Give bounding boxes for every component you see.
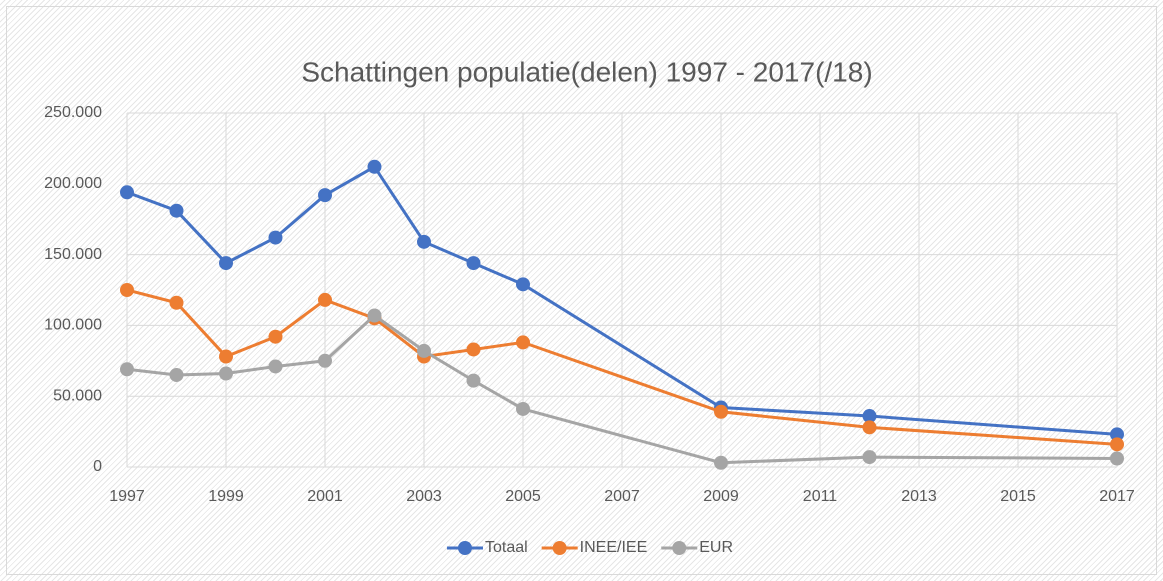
legend-label: EUR: [699, 539, 733, 556]
marker: [120, 185, 134, 200]
marker: [417, 234, 431, 249]
marker: [1110, 437, 1124, 452]
x-tick-label: 2011: [803, 488, 838, 505]
marker: [516, 335, 530, 350]
marker: [169, 367, 184, 382]
marker: [714, 404, 728, 419]
legend-marker: [672, 541, 687, 555]
x-tick-label: 2005: [505, 488, 541, 505]
chart-border: [6, 6, 1157, 575]
legend-label: Totaal: [485, 539, 528, 556]
marker: [714, 455, 728, 470]
y-tick-label: 150.000: [44, 246, 102, 263]
marker: [862, 409, 877, 424]
x-tick-label: 1999: [208, 488, 244, 505]
marker: [169, 203, 184, 218]
marker: [466, 342, 481, 357]
x-tick-label: 1997: [109, 488, 145, 505]
marker: [367, 308, 382, 323]
marker: [268, 230, 283, 245]
line: [126, 313, 1118, 465]
marker: [219, 256, 233, 271]
marker: [120, 283, 134, 297]
y-tick-label: 0: [93, 458, 102, 475]
y-tick-label: 100.000: [44, 317, 102, 334]
marker: [318, 292, 332, 307]
marker: [862, 420, 877, 435]
marker: [466, 373, 481, 388]
marker: [120, 362, 134, 377]
marker: [1110, 427, 1124, 442]
series: [120, 308, 1124, 470]
legend-label: INEE/IEE: [580, 539, 648, 556]
x-tick-label: 2013: [901, 488, 937, 505]
marker: [516, 401, 530, 416]
chart-title: Schattingen populatie(delen) 1997 - 2017…: [301, 56, 872, 87]
x-tick-label: 2017: [1099, 488, 1135, 505]
x-tick-label: 2001: [307, 488, 343, 505]
legend: Totaal INEE/IEE EUR: [446, 539, 733, 556]
marker: [1110, 451, 1124, 466]
marker: [516, 277, 530, 292]
marker: [268, 359, 283, 374]
y-tick-label: 200.000: [44, 175, 102, 192]
legend-marker: [552, 541, 567, 555]
line: [126, 164, 1118, 436]
line: [126, 288, 1118, 446]
marker: [862, 450, 877, 465]
x-tick-label: 2009: [703, 488, 739, 505]
x-tick-label: 2015: [1000, 488, 1036, 505]
marker: [219, 366, 233, 381]
marker: [466, 256, 481, 271]
marker: [367, 159, 382, 174]
marker: [169, 295, 184, 310]
legend-marker: [457, 541, 472, 555]
series: [120, 159, 1124, 442]
marker: [268, 329, 283, 344]
marker: [417, 343, 431, 358]
y-tick-label: 250.000: [44, 104, 102, 121]
x-tick-label: 2007: [604, 488, 640, 505]
marker: [219, 349, 233, 364]
y-tick-label: 50.000: [53, 387, 102, 404]
marker: [318, 353, 332, 368]
marker: [318, 188, 332, 203]
x-tick-label: 2003: [406, 488, 442, 505]
